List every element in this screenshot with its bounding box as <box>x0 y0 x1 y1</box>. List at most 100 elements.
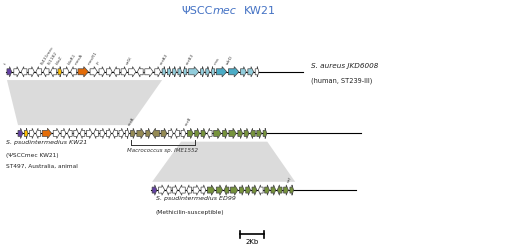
Polygon shape <box>174 128 179 139</box>
Polygon shape <box>137 128 144 139</box>
Polygon shape <box>201 128 206 139</box>
Polygon shape <box>29 67 35 77</box>
Polygon shape <box>255 67 259 77</box>
Polygon shape <box>259 185 263 195</box>
Polygon shape <box>121 67 127 77</box>
Polygon shape <box>263 128 267 139</box>
Polygon shape <box>211 67 215 77</box>
Polygon shape <box>159 185 165 195</box>
Polygon shape <box>30 128 35 139</box>
Polygon shape <box>222 128 227 139</box>
Text: p: p <box>96 60 101 65</box>
Text: (Methicilin-susceptible): (Methicilin-susceptible) <box>156 210 225 215</box>
Polygon shape <box>106 128 111 139</box>
Polygon shape <box>94 128 98 139</box>
Polygon shape <box>99 67 105 77</box>
Text: (ΨSCC​mec KW21): (ΨSCC​mec KW21) <box>6 153 59 158</box>
Text: (human, ST239-III): (human, ST239-III) <box>311 78 372 84</box>
Polygon shape <box>217 185 222 195</box>
Text: ccrB: ccrB <box>184 116 193 127</box>
Polygon shape <box>229 128 236 139</box>
Text: 2Kb: 2Kb <box>245 239 259 245</box>
Polygon shape <box>188 67 199 77</box>
Polygon shape <box>152 142 295 182</box>
Text: ST497, Australia, animal: ST497, Australia, animal <box>6 164 78 169</box>
Polygon shape <box>7 80 162 125</box>
Polygon shape <box>86 128 92 139</box>
Polygon shape <box>61 128 66 139</box>
Polygon shape <box>173 67 176 77</box>
Text: mecA: mecA <box>74 53 85 65</box>
Text: blaZ: blaZ <box>55 55 63 65</box>
Polygon shape <box>128 67 136 77</box>
Polygon shape <box>14 67 20 77</box>
Text: IS431mec: IS431mec <box>40 45 55 65</box>
Polygon shape <box>290 185 294 195</box>
Text: orfX: orfX <box>125 55 133 65</box>
Text: S. psudintermedius ED99: S. psudintermedius ED99 <box>156 196 236 201</box>
Polygon shape <box>178 67 181 77</box>
Text: S. psudintermedius KW21: S. psudintermedius KW21 <box>6 140 87 145</box>
Polygon shape <box>217 67 227 77</box>
Polygon shape <box>239 185 244 195</box>
Polygon shape <box>78 67 88 77</box>
Polygon shape <box>119 128 124 139</box>
Polygon shape <box>24 128 28 139</box>
Text: Macrococcus sp. IME1552: Macrococcus sp. IME1552 <box>127 148 198 153</box>
Polygon shape <box>161 128 167 139</box>
Polygon shape <box>114 67 120 77</box>
Text: mec: mec <box>213 6 237 16</box>
Polygon shape <box>145 67 153 77</box>
Polygon shape <box>240 67 246 77</box>
Text: KW21: KW21 <box>244 6 276 16</box>
Polygon shape <box>80 128 85 139</box>
Polygon shape <box>58 67 62 77</box>
Polygon shape <box>201 67 204 77</box>
Polygon shape <box>43 67 49 77</box>
Polygon shape <box>68 128 72 139</box>
Text: ccrA3: ccrA3 <box>159 53 169 65</box>
Polygon shape <box>207 128 212 139</box>
Polygon shape <box>206 67 210 77</box>
Polygon shape <box>207 185 215 195</box>
Polygon shape <box>187 185 192 195</box>
Text: cna: cna <box>213 56 220 65</box>
Polygon shape <box>257 128 262 139</box>
Polygon shape <box>168 67 171 77</box>
Polygon shape <box>277 185 282 195</box>
Polygon shape <box>152 128 160 139</box>
Polygon shape <box>106 67 112 77</box>
Polygon shape <box>100 128 105 139</box>
Polygon shape <box>244 128 249 139</box>
Text: blaR1: blaR1 <box>67 52 77 65</box>
Polygon shape <box>152 185 157 195</box>
Text: orf: orf <box>287 176 293 183</box>
Polygon shape <box>71 67 77 77</box>
Polygon shape <box>238 128 243 139</box>
Polygon shape <box>53 128 60 139</box>
Polygon shape <box>162 67 166 77</box>
Polygon shape <box>169 128 173 139</box>
Polygon shape <box>228 67 239 77</box>
Polygon shape <box>42 128 52 139</box>
Polygon shape <box>195 128 200 139</box>
Polygon shape <box>74 128 79 139</box>
Polygon shape <box>7 67 12 77</box>
Polygon shape <box>224 185 229 195</box>
Polygon shape <box>246 185 251 195</box>
Polygon shape <box>113 128 118 139</box>
Polygon shape <box>90 67 97 77</box>
Polygon shape <box>126 128 129 139</box>
Polygon shape <box>63 67 69 77</box>
Text: ccrA: ccrA <box>127 116 136 127</box>
Polygon shape <box>155 67 161 77</box>
Polygon shape <box>265 185 269 195</box>
Text: ccrB3: ccrB3 <box>185 53 195 65</box>
Polygon shape <box>181 128 186 139</box>
Polygon shape <box>284 185 288 195</box>
Text: sdrD: sdrD <box>225 54 234 65</box>
Polygon shape <box>36 128 40 139</box>
Polygon shape <box>248 67 254 77</box>
Text: IS1182: IS1182 <box>47 50 59 65</box>
Polygon shape <box>137 67 143 77</box>
